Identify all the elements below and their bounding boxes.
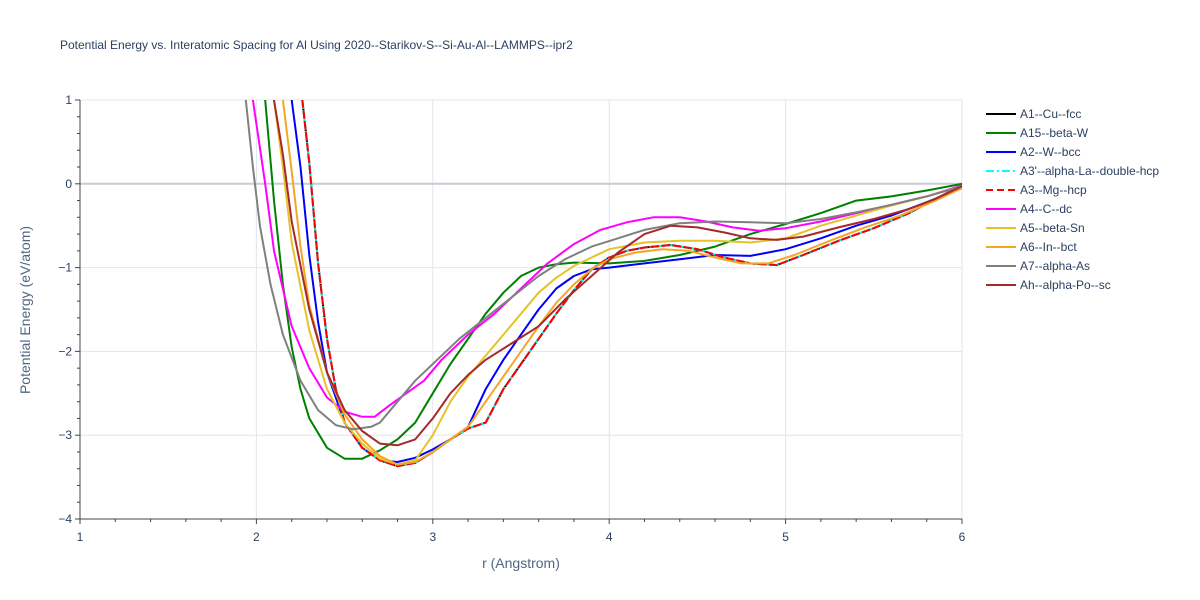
axes: 1 2 3 4 5 6 1 0 −1 −2 −3 −4 xyxy=(58,93,965,544)
legend-item[interactable]: A3--Mg--hcp xyxy=(986,183,1087,197)
series-line-8 xyxy=(244,100,962,431)
legend-item[interactable]: A4--C--dc xyxy=(986,202,1072,216)
x-axis-title: r (Angstrom) xyxy=(482,555,560,571)
y-tick-label: −4 xyxy=(58,512,72,526)
legend-item[interactable]: A7--alpha-As xyxy=(986,259,1090,273)
series-line-6 xyxy=(273,100,962,466)
legend-label: A7--alpha-As xyxy=(1020,259,1090,273)
legend-item[interactable]: A6--In--bct xyxy=(986,240,1077,254)
x-tick-label: 5 xyxy=(782,530,789,544)
series-line-1 xyxy=(264,100,962,460)
legend-label: A6--In--bct xyxy=(1020,240,1077,254)
series-lines xyxy=(244,100,962,468)
y-tick-label: 1 xyxy=(65,93,72,107)
series-line-0 xyxy=(301,100,962,468)
series-line-3 xyxy=(301,100,962,468)
legend-item[interactable]: A5--beta-Sn xyxy=(986,221,1085,235)
legend-label: A4--C--dc xyxy=(1020,202,1072,216)
y-axis-title: Potential Energy (eV/atom) xyxy=(17,226,33,394)
legend-item[interactable]: A15--beta-W xyxy=(986,126,1089,140)
series-line-9 xyxy=(273,100,962,447)
x-tick-label: 4 xyxy=(606,530,613,544)
x-tick-label: 2 xyxy=(253,530,260,544)
legend-label: A5--beta-Sn xyxy=(1020,221,1085,235)
legend-item[interactable]: Ah--alpha-Po--sc xyxy=(986,278,1111,292)
legend-item[interactable]: A1--Cu--fcc xyxy=(986,107,1081,121)
legend-label: A3--Mg--hcp xyxy=(1020,183,1087,197)
series-line-5 xyxy=(251,100,962,418)
series-line-4 xyxy=(301,100,962,468)
x-tick-label: 6 xyxy=(959,530,966,544)
legend-item[interactable]: A2--W--bcc xyxy=(986,145,1080,159)
legend-label: Ah--alpha-Po--sc xyxy=(1020,278,1111,292)
legend-label: A1--Cu--fcc xyxy=(1020,107,1081,121)
legend[interactable]: A1--Cu--fcc A15--beta-W A2--W--bcc A3'--alp… xyxy=(986,107,1159,292)
grid xyxy=(80,99,963,519)
x-tick-label: 3 xyxy=(429,530,436,544)
y-tick-label: −2 xyxy=(58,344,72,358)
legend-label: A3'--alpha-La--double-hcp xyxy=(1020,164,1159,178)
legend-label: A2--W--bcc xyxy=(1020,145,1080,159)
legend-item[interactable]: A3'--alpha-La--double-hcp xyxy=(986,164,1159,178)
legend-label: A15--beta-W xyxy=(1020,126,1089,140)
y-tick-label: −1 xyxy=(58,261,72,275)
y-tick-label: 0 xyxy=(65,177,72,191)
y-tick-label: −3 xyxy=(58,428,72,442)
chart-title: Potential Energy vs. Interatomic Spacing… xyxy=(60,38,573,52)
x-tick-label: 1 xyxy=(77,530,84,544)
